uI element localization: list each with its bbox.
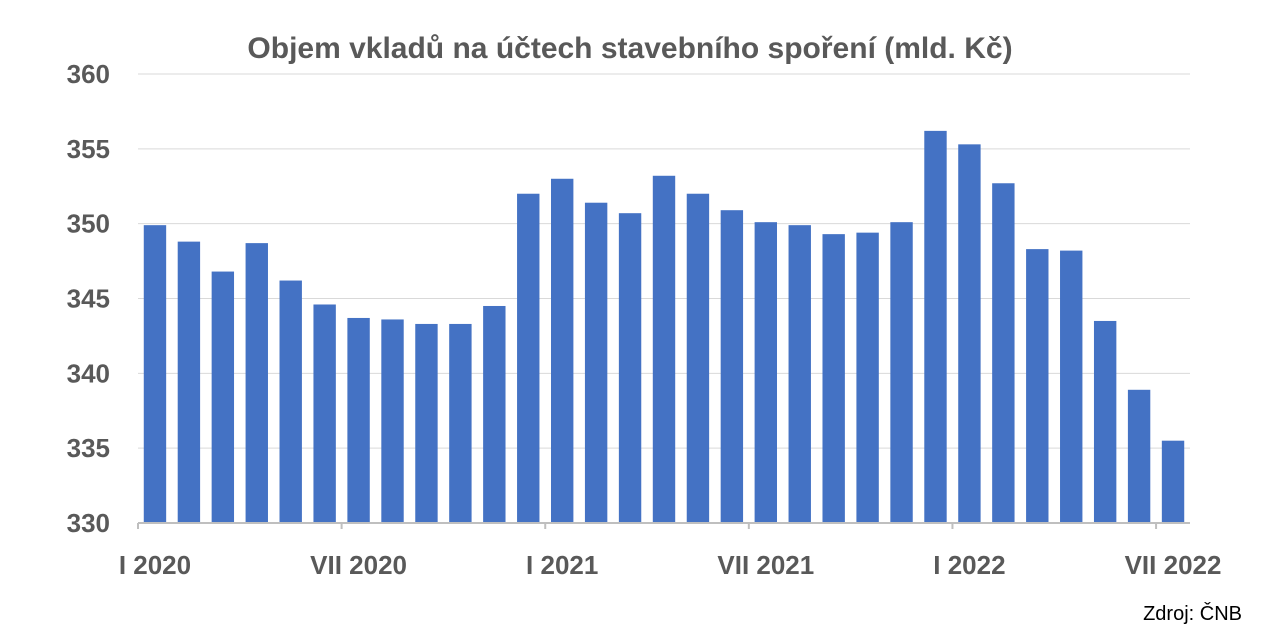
bar xyxy=(245,243,268,523)
x-tick-label: I 2021 xyxy=(526,550,598,580)
bar xyxy=(584,202,608,524)
bar xyxy=(788,225,811,523)
bar xyxy=(483,305,506,523)
x-tick-label: VII 2020 xyxy=(310,550,407,580)
x-axis xyxy=(137,522,1190,529)
x-tick-label: VII 2022 xyxy=(1125,550,1222,580)
bar xyxy=(1127,389,1151,523)
bar xyxy=(279,280,302,523)
bar xyxy=(754,222,778,524)
source-note: Zdroj: ČNB xyxy=(1143,602,1242,625)
bar xyxy=(1060,250,1083,523)
y-tick-label: 335 xyxy=(67,433,110,463)
bar xyxy=(1026,249,1049,524)
bar xyxy=(550,178,574,523)
bar xyxy=(652,175,676,524)
bar xyxy=(992,183,1015,524)
bar xyxy=(1161,440,1185,523)
bars xyxy=(143,130,1185,524)
bar xyxy=(449,323,472,523)
bar xyxy=(958,144,981,524)
bar xyxy=(1093,320,1117,523)
bar xyxy=(143,225,167,523)
y-tick-label: 330 xyxy=(67,508,110,538)
y-tick-label: 345 xyxy=(67,284,110,314)
y-tick-label: 350 xyxy=(67,209,110,239)
bar xyxy=(856,232,879,523)
y-tick-label: 360 xyxy=(67,59,110,89)
bar xyxy=(211,271,235,523)
bar xyxy=(313,304,336,523)
bar xyxy=(720,210,744,524)
y-axis-tick-labels: 330 335 340 345 350 355 360 xyxy=(67,59,110,538)
y-tick-label: 340 xyxy=(67,358,110,388)
bar xyxy=(924,130,947,523)
bar xyxy=(347,317,370,523)
x-tick-label: VII 2021 xyxy=(717,550,814,580)
chart-title: Objem vkladů na účtech stavebního spořen… xyxy=(247,32,1012,65)
x-tick-label: I 2022 xyxy=(933,550,1005,580)
bar xyxy=(381,319,404,523)
x-axis-tick-labels: I 2020 VII 2020 I 2021 VII 2021 I 2022 VII 20… xyxy=(119,550,1222,580)
bar xyxy=(415,323,438,523)
bar xyxy=(822,234,845,524)
bar xyxy=(618,213,642,523)
bar xyxy=(517,193,540,523)
bar xyxy=(686,193,710,523)
bar xyxy=(890,222,913,524)
bar xyxy=(177,241,201,524)
y-tick-label: 355 xyxy=(67,134,110,164)
x-tick-label: I 2020 xyxy=(119,550,191,580)
